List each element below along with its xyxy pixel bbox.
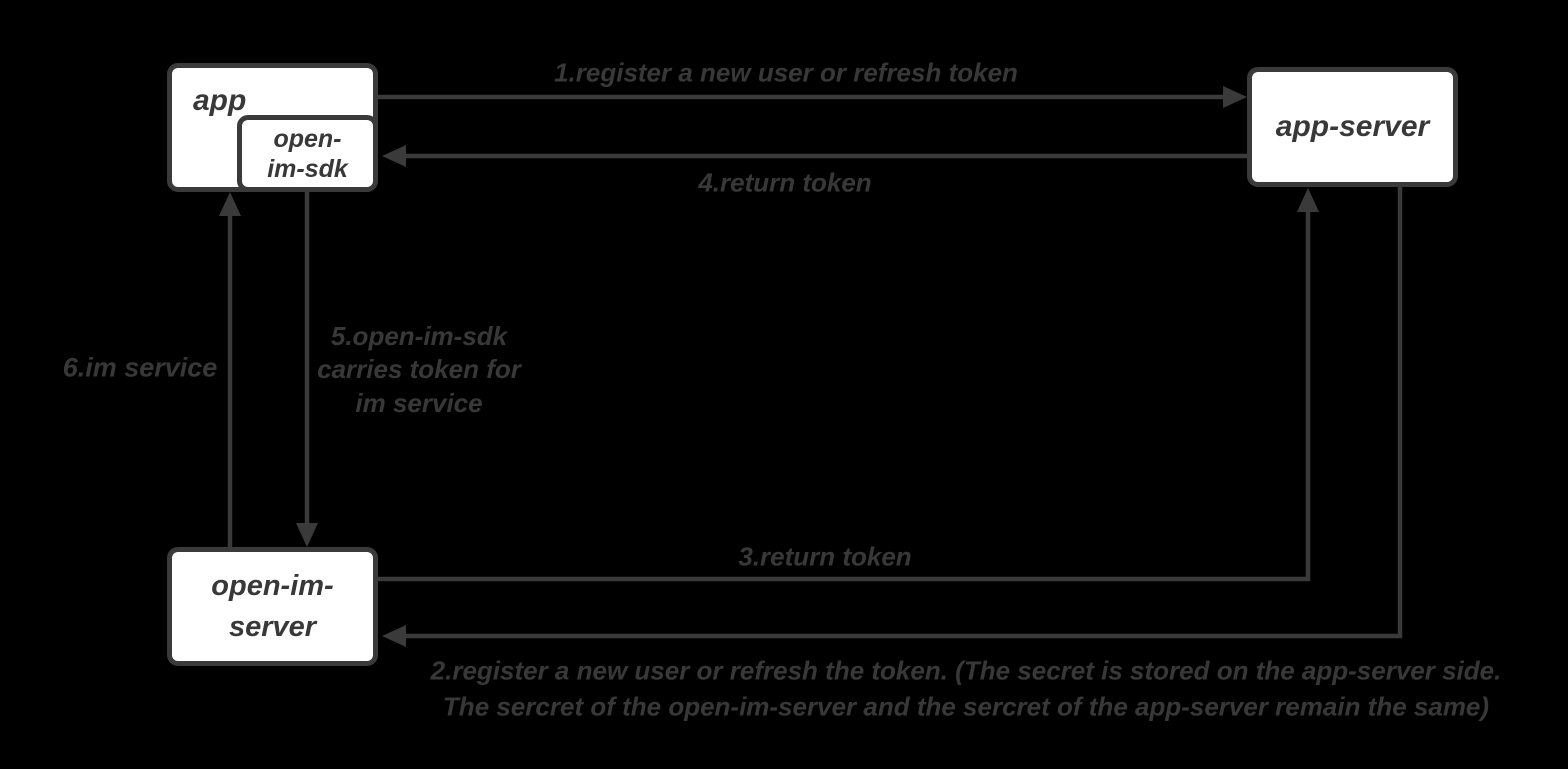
arrow-register-token	[378, 86, 1247, 108]
arrow-im-service	[219, 192, 241, 547]
arrowhead-down-icon	[296, 523, 318, 547]
node-app-server: app-server	[1247, 67, 1458, 187]
arrowhead-up-icon	[1297, 188, 1319, 212]
arrow-label-3-return-token: 3.return token	[738, 541, 912, 572]
arrowhead-up-icon	[219, 192, 241, 216]
node-open-im-server: open-im- server	[167, 547, 378, 666]
arrowhead-left-icon	[382, 145, 406, 167]
arrowhead-right-icon	[1223, 86, 1247, 108]
node-open-im-sdk: open- im-sdk	[237, 115, 378, 192]
arrow-label-1-register: 1.register a new user or refresh token	[554, 57, 1018, 88]
node-open-im-server-label: open-im- server	[211, 569, 334, 643]
arrow-return-token-3	[378, 188, 1319, 582]
arrow-sdk-carries-token	[296, 192, 318, 547]
node-app-server-label: app-server	[1275, 110, 1430, 143]
arrow-label-2-register-secret-note: 2.register a new user or refresh the tok…	[430, 655, 1502, 722]
arrow-register-token-2	[382, 187, 1403, 647]
arrow-label-6-im-service: 6.im service	[62, 352, 218, 383]
node-app-label: app	[193, 84, 247, 117]
node-open-im-sdk-label: open- im-sdk	[267, 124, 348, 183]
arrowhead-left-icon	[382, 625, 406, 647]
arrow-label-4-return-token: 4.return token	[698, 167, 872, 198]
arrow-label-5-sdk-carries-token: 5.open-im-sdk carries token for im servi…	[317, 321, 521, 418]
arrow-return-token-4	[382, 145, 1247, 167]
